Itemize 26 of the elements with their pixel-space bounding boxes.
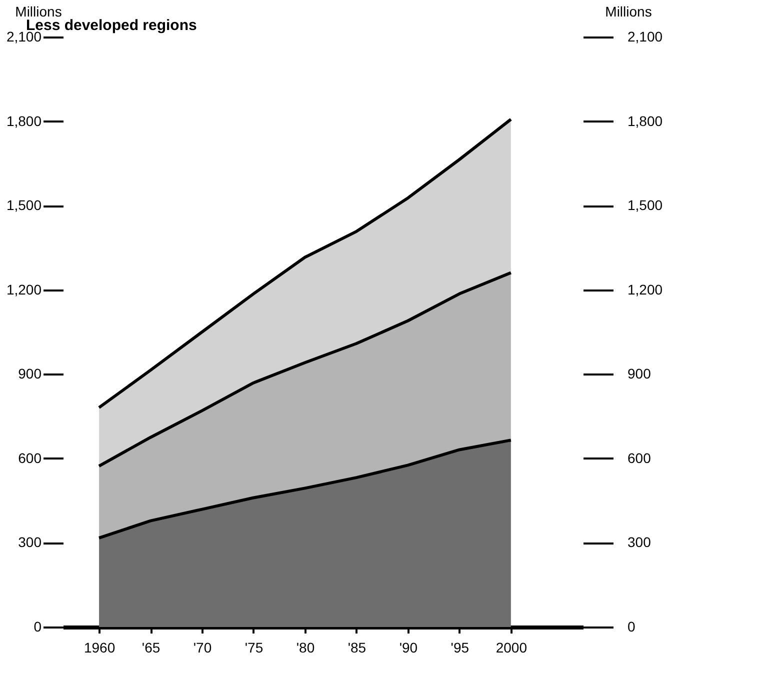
x-tick-label: 2000 (496, 640, 528, 656)
x-tick-label: '90 (399, 640, 418, 656)
x-tick-label: '80 (296, 640, 315, 656)
x-tick-label: '70 (193, 640, 212, 656)
y2-tick-label: 1,800 (628, 112, 663, 129)
y2-tick-label: 2,100 (628, 28, 663, 44)
y2-tick-label: 300 (628, 534, 652, 550)
y-tick-label: 1,500 (6, 197, 42, 214)
y2-tick-label: 0 (628, 618, 636, 634)
y2-tick-label: 600 (628, 450, 652, 466)
y-tick-label: 300 (18, 534, 42, 550)
x-tick-label: '65 (142, 640, 160, 656)
y2-tick-label: 900 (628, 366, 652, 382)
y-tick-label: 900 (18, 366, 42, 382)
y2-axis-title: Millions (605, 4, 652, 20)
x-tick-label: '75 (244, 640, 264, 656)
x-tick-label: 1960 (84, 640, 116, 656)
y-tick-label: 0 (34, 618, 42, 634)
y2-tick-label: 1,200 (628, 281, 663, 298)
y-axis-title: Millions (15, 4, 62, 20)
y-tick-label: 1,800 (6, 112, 42, 129)
x-tick-label: '85 (348, 640, 366, 656)
y-tick-label: 1,200 (6, 281, 42, 298)
y-tick-label: 600 (18, 450, 42, 466)
x-tick-label: '95 (450, 640, 470, 656)
y2-tick-label: 1,500 (628, 197, 663, 214)
